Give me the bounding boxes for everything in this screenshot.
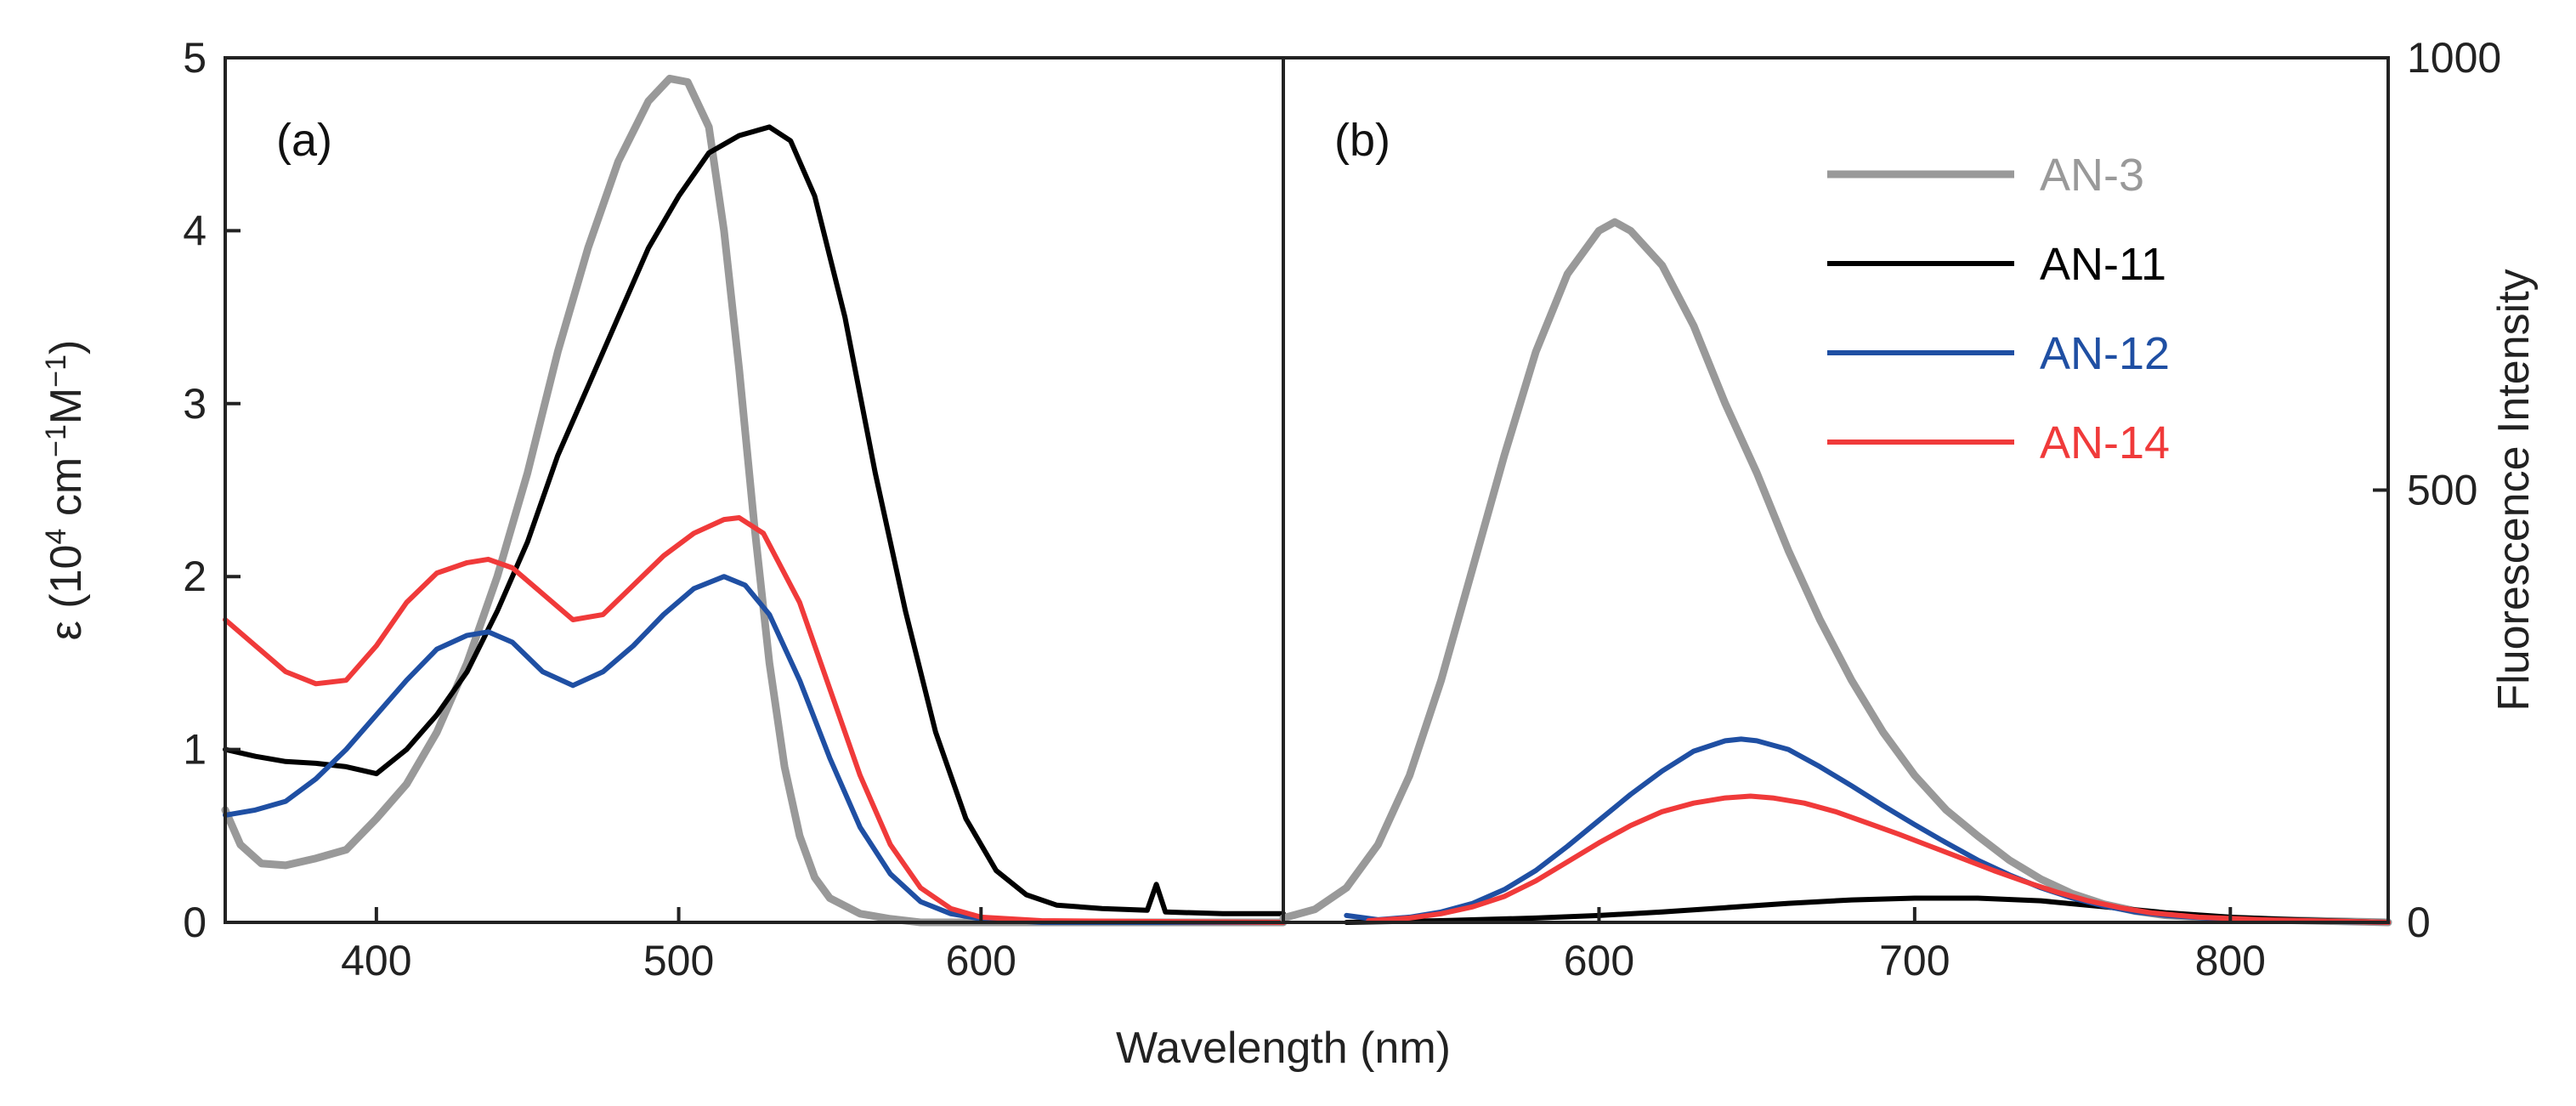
panel-a-absorption: 400 500 600 0 1 2 3 4 5 (a) ε (104 cm−1M−1) [40, 34, 1288, 984]
y-tick-label: 0 [2407, 899, 2431, 946]
series-line-an-3-panel-a [221, 74, 1288, 927]
x-tick-label: 400 [341, 937, 411, 984]
legend-label-an-3: AN-3 [2040, 150, 2144, 201]
panel-a-ticks: 400 500 600 0 1 2 3 4 5 [183, 34, 1016, 984]
panel-a-label: (a) [276, 115, 332, 166]
y-tick-label: 1 [183, 726, 207, 774]
y-tick-label: 0 [183, 899, 207, 946]
panel-b-y-axis-title: Fluorescence Intensity [2489, 269, 2539, 711]
series-line-an-14-panel-b [1366, 793, 2391, 925]
x-tick-label: 500 [643, 937, 714, 984]
x-axis-title: Wavelength (nm) [1116, 1024, 1451, 1073]
y-tick-label: 2 [183, 553, 207, 600]
legend-label-an-11: AN-11 [2040, 239, 2166, 290]
x-tick-label: 600 [1564, 937, 1634, 984]
panel-b-fluorescence: 600 700 800 0 500 1000 (b) Fluorescence Inten… [1279, 34, 2539, 984]
x-tick-label: 600 [946, 937, 1016, 984]
x-tick-label: 700 [1879, 937, 1950, 984]
y-tick-label: 3 [183, 380, 207, 428]
series-line-an-14-panel-a [223, 515, 1286, 925]
legend: AN-3 AN-11 AN-12 AN-14 [1827, 150, 2170, 468]
panel-a-y-axis-title: ε (104 cm−1M−1) [40, 340, 91, 641]
y-tick-label: 5 [183, 34, 207, 82]
panel-b-ticks: 600 700 800 0 500 1000 [1564, 34, 2502, 984]
legend-label-an-12: AN-12 [2040, 328, 2170, 379]
legend-label-an-14: AN-14 [2040, 417, 2170, 468]
series-line-an-11-panel-a [223, 124, 1286, 916]
series-line-an-12-panel-a [223, 574, 1286, 925]
panel-b-label: (b) [1334, 115, 1390, 166]
panel-b-frame [1282, 56, 2390, 924]
y-tick-label: 500 [2407, 467, 2477, 514]
y-tick-label: 1000 [2407, 34, 2501, 82]
y-tick-label: 4 [183, 207, 207, 254]
x-tick-label: 800 [2195, 937, 2266, 984]
panel-a-series [221, 74, 1288, 927]
panel-b-series [1279, 218, 2392, 927]
series-line-an-3-panel-b [1279, 218, 2392, 927]
